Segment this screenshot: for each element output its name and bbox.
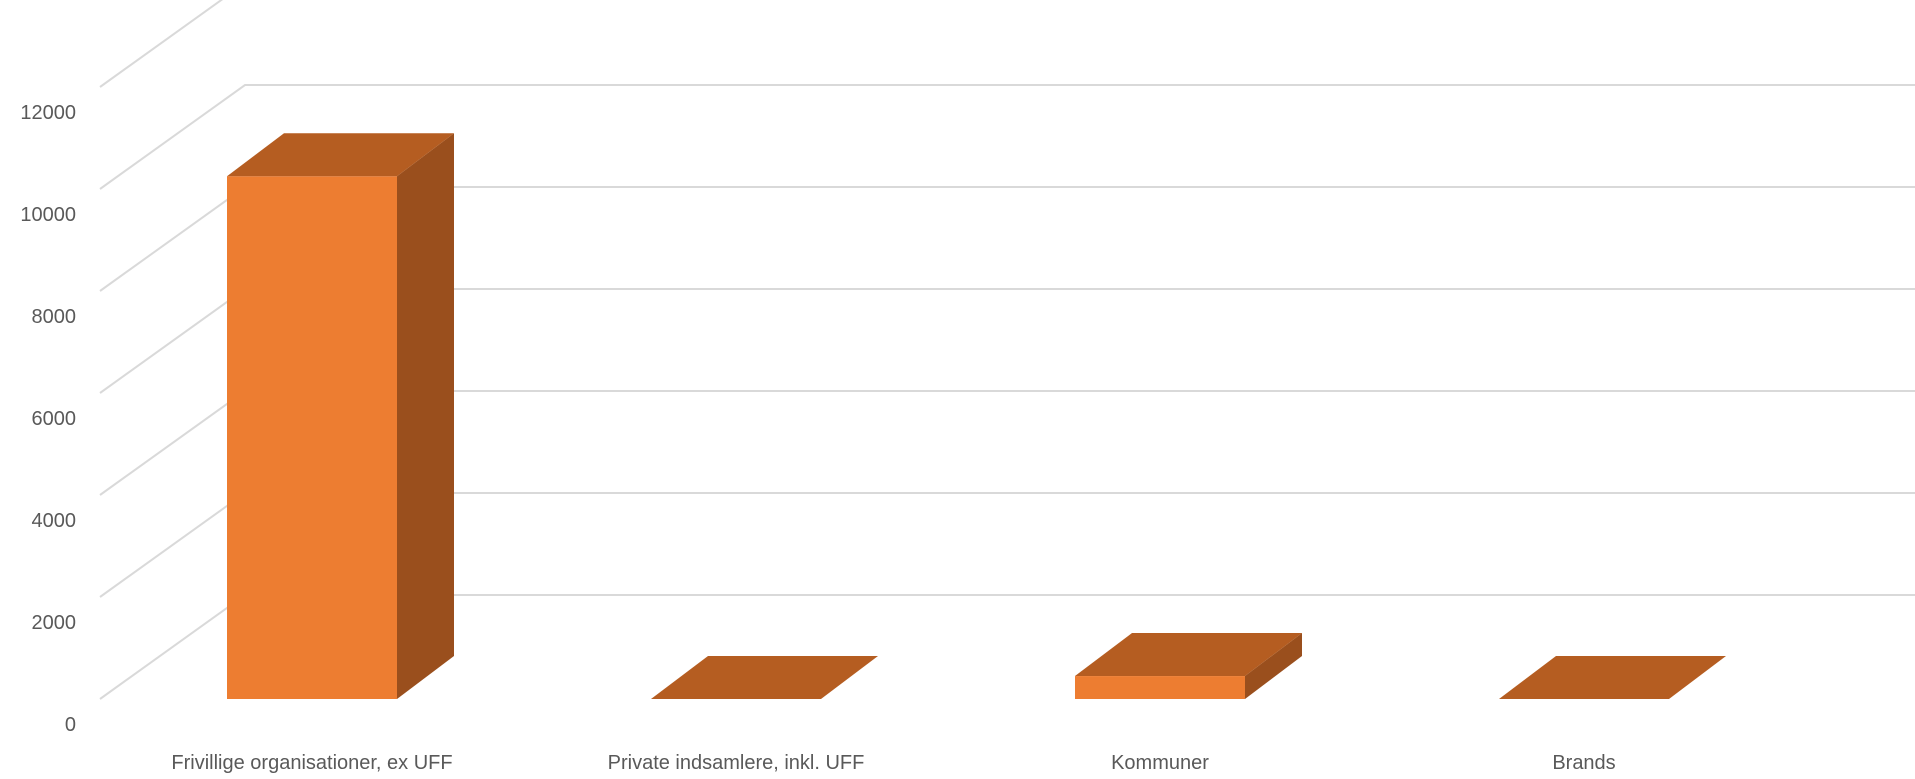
bar-top-face	[651, 656, 878, 699]
bar-top-face	[1075, 633, 1302, 677]
y-tick-label: 8000	[32, 306, 77, 328]
gridline	[99, 84, 1915, 190]
bar	[651, 656, 878, 699]
x-category-label: Frivillige organisationer, ex UFF	[171, 752, 452, 774]
y-tick-label: 6000	[32, 408, 77, 430]
x-category-label: Brands	[1552, 752, 1615, 774]
y-tick-label: 10000	[20, 204, 76, 226]
y-axis-ticks: 0 2000 4000 6000 8000 10000 12000	[20, 102, 76, 736]
bar	[1499, 656, 1726, 699]
bar	[1075, 633, 1302, 699]
x-category-label: Private indsamlere, inkl. UFF	[608, 752, 865, 774]
y-tick-label: 2000	[32, 612, 77, 634]
bar-side-face	[397, 133, 454, 699]
y-tick-label: 12000	[20, 102, 76, 124]
x-axis-labels: Frivillige organisationer, ex UFF Private…	[171, 752, 1615, 774]
x-category-label: Kommuner	[1111, 752, 1209, 774]
bar-front-face	[1075, 676, 1245, 699]
bar	[227, 133, 454, 699]
bar-front-face	[227, 176, 397, 699]
y-tick-label: 4000	[32, 510, 77, 532]
bar-top-face	[1499, 656, 1726, 699]
bar-top-face	[227, 133, 454, 177]
y-tick-label: 0	[65, 714, 76, 736]
bar-side-face	[1245, 633, 1302, 699]
bars	[227, 133, 1726, 699]
gridline	[99, 0, 224, 88]
